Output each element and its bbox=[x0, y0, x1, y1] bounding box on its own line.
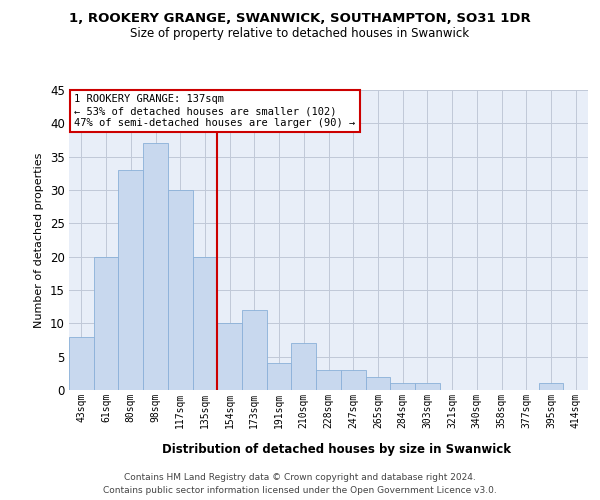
Text: Contains HM Land Registry data © Crown copyright and database right 2024.: Contains HM Land Registry data © Crown c… bbox=[124, 472, 476, 482]
Bar bbox=[143, 144, 168, 390]
Bar bbox=[539, 384, 563, 390]
Bar bbox=[292, 344, 316, 390]
Text: Size of property relative to detached houses in Swanwick: Size of property relative to detached ho… bbox=[130, 28, 470, 40]
Bar bbox=[217, 324, 242, 390]
Bar bbox=[365, 376, 390, 390]
Bar bbox=[69, 336, 94, 390]
Bar bbox=[193, 256, 217, 390]
Bar bbox=[316, 370, 341, 390]
Bar bbox=[267, 364, 292, 390]
Bar bbox=[415, 384, 440, 390]
Text: 1 ROOKERY GRANGE: 137sqm
← 53% of detached houses are smaller (102)
47% of semi-: 1 ROOKERY GRANGE: 137sqm ← 53% of detach… bbox=[74, 94, 355, 128]
Text: Contains public sector information licensed under the Open Government Licence v3: Contains public sector information licen… bbox=[103, 486, 497, 495]
Y-axis label: Number of detached properties: Number of detached properties bbox=[34, 152, 44, 328]
Bar bbox=[390, 384, 415, 390]
Bar bbox=[168, 190, 193, 390]
Bar bbox=[341, 370, 365, 390]
Bar bbox=[94, 256, 118, 390]
Text: Distribution of detached houses by size in Swanwick: Distribution of detached houses by size … bbox=[161, 442, 511, 456]
Text: 1, ROOKERY GRANGE, SWANWICK, SOUTHAMPTON, SO31 1DR: 1, ROOKERY GRANGE, SWANWICK, SOUTHAMPTON… bbox=[69, 12, 531, 26]
Bar bbox=[118, 170, 143, 390]
Bar bbox=[242, 310, 267, 390]
